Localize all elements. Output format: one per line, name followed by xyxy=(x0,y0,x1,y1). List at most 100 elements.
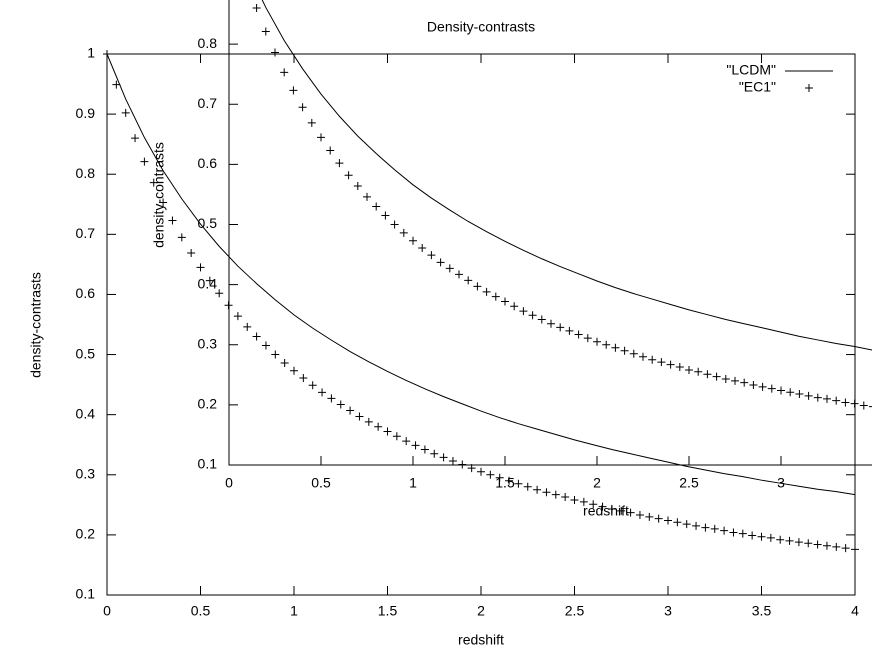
data-point xyxy=(675,362,684,371)
y-tick-label: 0.1 xyxy=(76,586,96,602)
data-point xyxy=(307,118,316,127)
data-point xyxy=(657,358,666,367)
x-tick-label: 2 xyxy=(593,475,601,491)
data-point xyxy=(804,391,813,400)
chart-title: Density-contrasts xyxy=(427,19,535,35)
data-point xyxy=(326,146,335,155)
y-tick-label: 0.1 xyxy=(198,456,218,472)
data-point xyxy=(710,524,719,533)
data-point xyxy=(411,441,420,450)
data-point xyxy=(491,292,500,301)
data-point xyxy=(850,399,859,408)
data-point xyxy=(390,220,399,229)
data-point xyxy=(363,192,371,201)
data-point xyxy=(252,4,261,13)
data-point xyxy=(832,396,841,405)
data-point xyxy=(196,263,205,272)
data-point xyxy=(168,216,177,225)
data-point xyxy=(308,381,317,390)
data-point xyxy=(501,297,509,306)
data-point xyxy=(682,520,691,529)
y-axis-label: density-contrasts xyxy=(28,272,44,378)
x-tick-label: 2.5 xyxy=(679,475,699,491)
data-point xyxy=(721,375,730,384)
data-point xyxy=(692,521,701,530)
data-point xyxy=(859,401,868,410)
data-point xyxy=(579,497,588,506)
x-tick-label: 3.5 xyxy=(752,603,772,619)
x-tick-label: 2 xyxy=(477,603,485,619)
data-point xyxy=(786,388,795,397)
y-tick-label: 0.3 xyxy=(198,335,218,351)
data-point xyxy=(841,398,850,407)
data-point xyxy=(402,437,411,446)
data-point xyxy=(593,337,601,346)
data-point xyxy=(822,541,831,550)
data-point xyxy=(729,528,738,537)
y-tick-label: 0.6 xyxy=(76,285,96,301)
data-point xyxy=(482,287,491,296)
data-point xyxy=(869,406,872,408)
data-point xyxy=(464,276,473,285)
data-point xyxy=(177,233,186,242)
data-point xyxy=(561,493,570,502)
data-point xyxy=(528,311,537,320)
data-point xyxy=(813,540,822,549)
data-point xyxy=(344,171,353,180)
data-point xyxy=(758,382,767,391)
data-point xyxy=(533,485,542,494)
data-point xyxy=(140,157,149,166)
data-point xyxy=(694,367,703,376)
x-axis-label: redshift xyxy=(458,632,504,648)
data-point xyxy=(473,282,482,291)
y-tick-label: 0.5 xyxy=(76,345,96,361)
x-tick-label: 1.5 xyxy=(495,475,515,491)
data-point xyxy=(420,445,429,454)
data-point xyxy=(639,352,647,361)
data-point xyxy=(448,456,457,465)
data-point xyxy=(436,258,445,267)
data-point xyxy=(381,211,390,220)
data-point xyxy=(427,251,436,260)
data-point xyxy=(777,386,785,395)
x-tick-label: 1.5 xyxy=(378,603,398,619)
data-point xyxy=(149,178,158,187)
data-point xyxy=(648,355,657,364)
data-point xyxy=(372,202,381,211)
data-point xyxy=(364,417,373,426)
data-point xyxy=(785,536,794,545)
data-point xyxy=(556,323,565,332)
data-point xyxy=(374,422,383,431)
data-point xyxy=(430,449,439,458)
data-point xyxy=(570,496,579,505)
data-point xyxy=(271,350,280,359)
data-point xyxy=(832,542,841,551)
data-point xyxy=(112,80,121,89)
data-point xyxy=(607,505,616,514)
data-point xyxy=(666,360,675,369)
y-tick-label: 0.9 xyxy=(76,105,96,121)
x-tick-label: 4 xyxy=(851,603,859,619)
data-point xyxy=(355,412,364,421)
y-tick-label: 0.5 xyxy=(198,215,218,231)
data-point xyxy=(243,322,252,331)
data-point xyxy=(353,182,362,191)
x-tick-label: 0.5 xyxy=(191,603,211,619)
data-point xyxy=(841,544,850,553)
data-point xyxy=(766,533,775,542)
data-point xyxy=(261,27,270,36)
data-point xyxy=(537,315,546,324)
x-tick-label: 0 xyxy=(103,603,111,619)
y-tick-label: 0.8 xyxy=(198,35,218,51)
y-tick-label: 0.3 xyxy=(76,465,96,481)
data-point xyxy=(409,236,417,245)
data-point xyxy=(336,400,345,409)
data-point xyxy=(851,545,859,554)
data-point xyxy=(664,516,672,525)
data-point xyxy=(477,467,485,476)
y-tick-label: 0.2 xyxy=(198,396,218,412)
data-point xyxy=(445,264,454,273)
data-point xyxy=(635,511,644,520)
y-tick-label: 0.6 xyxy=(198,155,218,171)
data-line xyxy=(106,53,856,496)
